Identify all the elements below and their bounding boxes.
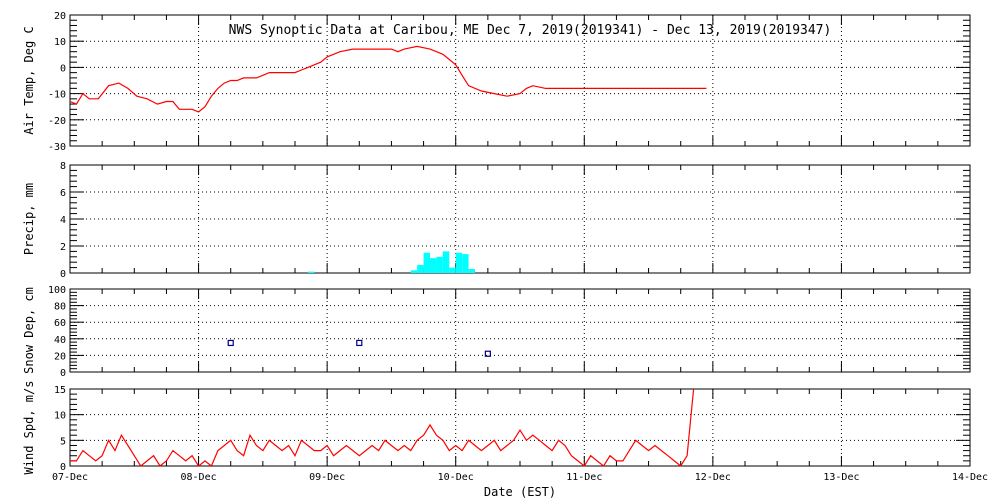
x-tick-label: 11-Dec — [566, 472, 602, 483]
y-tick-label: 2 — [60, 242, 66, 253]
x-tick-label: 14-Dec — [952, 472, 988, 483]
y-tick-label: 100 — [48, 285, 66, 296]
x-tick-label: 09-Dec — [309, 472, 345, 483]
x-axis-label: Date (EST) — [484, 485, 556, 499]
snow-depth-point — [484, 350, 491, 357]
y-tick-label: -30 — [48, 142, 66, 153]
y-tick-label: 40 — [54, 335, 66, 346]
precip-bar — [417, 264, 424, 273]
y-tick-label: 20 — [54, 11, 66, 22]
series-line — [70, 388, 695, 467]
y-tick-label: 20 — [54, 351, 66, 362]
y-tick-label: 8 — [60, 161, 66, 172]
y-tick-label: -10 — [48, 90, 66, 101]
precip-bar — [462, 254, 469, 273]
y-axis-label: Wind Spd, m/s — [22, 381, 36, 475]
y-tick-label: 5 — [60, 436, 66, 447]
x-tick-label: 07-Dec — [52, 472, 88, 483]
precip-bar — [430, 258, 437, 273]
panel-wind-speed: 15 10 5 0 Wind Spd, m/s — [22, 381, 971, 475]
panel-snow-depth: 100 80 60 40 20 0 Snow Dep, cm — [22, 285, 971, 379]
y-tick-label: 0 — [60, 269, 66, 280]
x-tick-label: 13-Dec — [823, 472, 859, 483]
y-tick-label: 15 — [54, 385, 66, 396]
precip-bar — [468, 268, 475, 273]
panel-frame — [69, 388, 971, 467]
series-line — [69, 45, 707, 113]
panel-frame — [69, 288, 971, 373]
x-tick-label: 08-Dec — [181, 472, 217, 483]
y-tick-label: 80 — [54, 302, 66, 313]
panel-precip: 8 6 4 2 0 Precip, mm — [22, 161, 971, 280]
y-tick-label: 6 — [60, 188, 66, 199]
y-axis-label: Air Temp, Deg C — [22, 26, 36, 134]
x-tick-label: 10-Dec — [438, 472, 474, 483]
y-tick-label: 10 — [54, 37, 66, 48]
y-tick-label: 60 — [54, 318, 66, 329]
y-tick-label: -20 — [48, 116, 66, 127]
y-tick-label: 0 — [60, 368, 66, 379]
y-tick-label: 0 — [60, 63, 66, 74]
y-axis-label: Snow Dep, cm — [22, 287, 36, 374]
panel-air-temp: 20 10 0 -10 -20 -30 Air Temp, Deg C — [22, 11, 971, 153]
precip-bar — [442, 251, 450, 273]
chart-title: NWS Synoptic Data at Caribou, ME Dec 7, … — [229, 23, 832, 38]
precip-bar — [423, 252, 430, 273]
precip-bar — [455, 252, 463, 273]
precip-bar — [410, 270, 418, 273]
x-tick-label: 12-Dec — [695, 472, 731, 483]
y-tick-label: 10 — [54, 411, 66, 422]
precip-bar — [307, 271, 315, 273]
y-tick-label: 4 — [60, 215, 66, 226]
snow-depth-point — [227, 339, 234, 347]
precip-bar — [449, 267, 456, 273]
x-tick-labels: 07-Dec 08-Dec 09-Dec 10-Dec 11-Dec 12-Dec 13-D… — [52, 472, 988, 483]
y-axis-label: Precip, mm — [22, 183, 36, 255]
snow-depth-point — [356, 339, 363, 347]
y-tick-label: 0 — [60, 462, 66, 473]
precip-bar — [436, 256, 443, 273]
